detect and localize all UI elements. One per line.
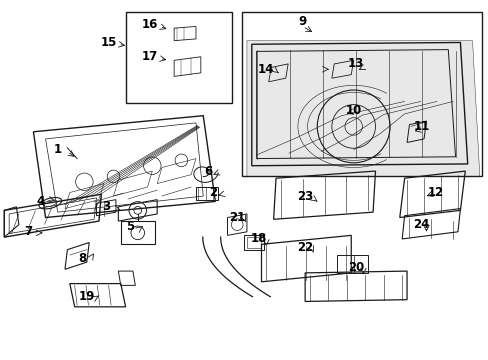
Text: 19: 19 <box>79 289 95 303</box>
Text: 3: 3 <box>102 200 110 213</box>
Text: 12: 12 <box>427 186 444 199</box>
Text: 4: 4 <box>37 195 45 208</box>
Text: 20: 20 <box>347 261 364 274</box>
Bar <box>244 235 264 249</box>
Bar <box>246 237 261 248</box>
Text: 1: 1 <box>54 143 61 156</box>
Text: 11: 11 <box>413 120 429 133</box>
Bar <box>336 255 367 273</box>
Polygon shape <box>246 41 479 176</box>
Text: 2: 2 <box>208 186 217 199</box>
Text: 23: 23 <box>296 190 313 203</box>
Text: 15: 15 <box>100 36 117 49</box>
Text: 6: 6 <box>203 165 212 177</box>
Text: 14: 14 <box>258 63 274 76</box>
Text: 17: 17 <box>142 50 158 63</box>
Text: 8: 8 <box>78 252 86 265</box>
Text: 5: 5 <box>126 220 134 233</box>
Text: 22: 22 <box>296 241 313 255</box>
Text: 21: 21 <box>229 211 245 224</box>
Text: 13: 13 <box>347 57 364 71</box>
Text: 24: 24 <box>412 218 429 231</box>
Bar <box>125 12 232 103</box>
Text: 9: 9 <box>298 14 306 27</box>
Text: 18: 18 <box>250 233 267 246</box>
Text: 10: 10 <box>345 104 361 117</box>
Bar <box>242 12 481 176</box>
Bar <box>121 221 154 244</box>
Text: 16: 16 <box>142 18 158 31</box>
Text: 7: 7 <box>24 225 33 238</box>
